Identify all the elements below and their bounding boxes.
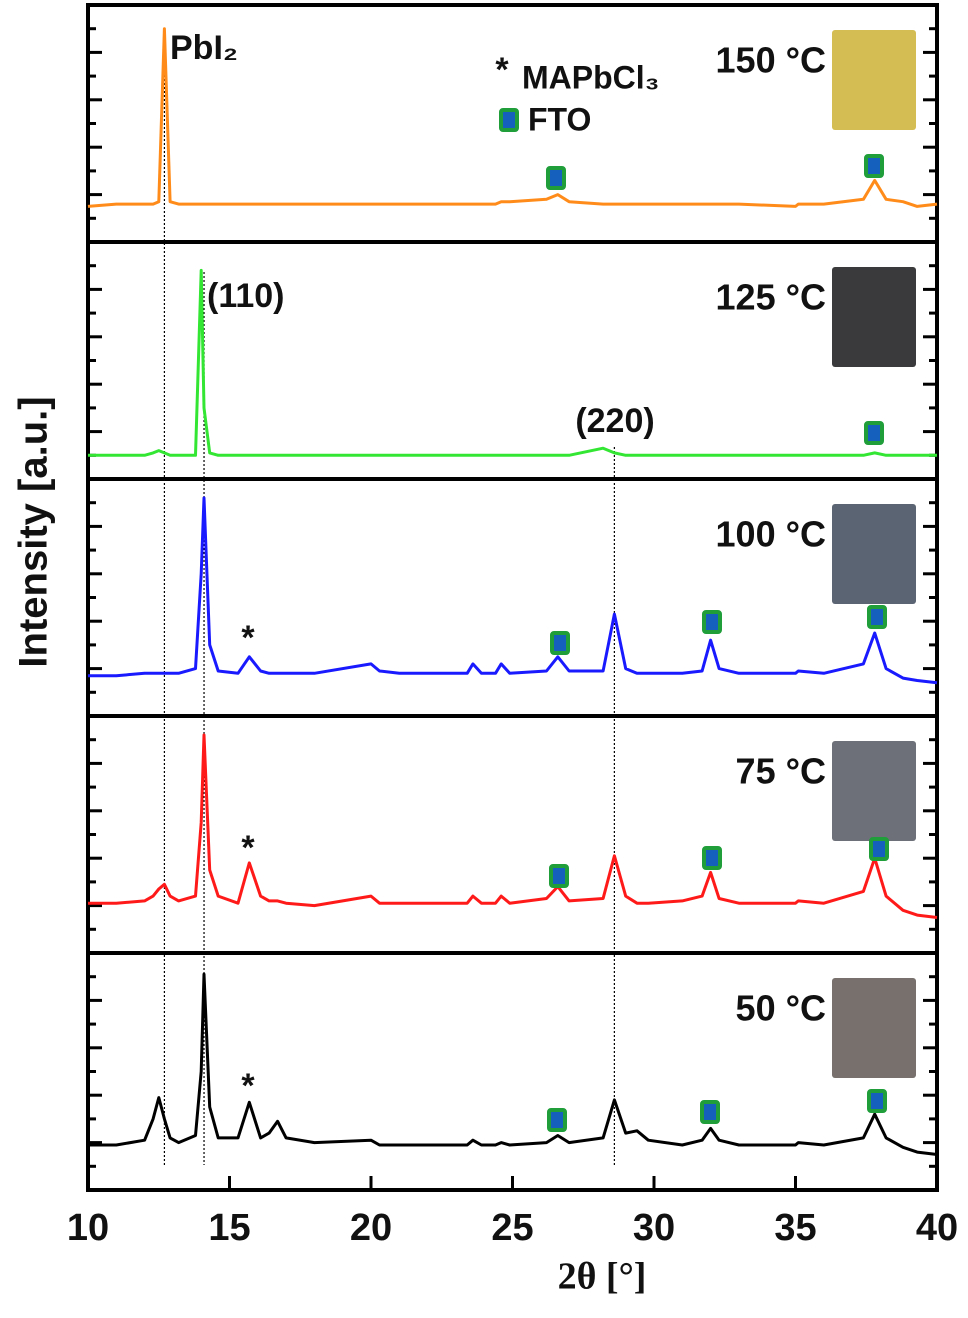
xrd-line bbox=[88, 733, 938, 919]
peak-annotation: PbI₂ bbox=[170, 29, 238, 67]
fto-marker bbox=[547, 1108, 567, 1132]
xrd-line bbox=[88, 268, 937, 457]
sample-photo bbox=[832, 978, 916, 1078]
temperature-label: 75 °C bbox=[736, 751, 826, 792]
x-tick-label: 25 bbox=[491, 1207, 533, 1249]
x-tick-label: 35 bbox=[774, 1207, 816, 1249]
fto-marker bbox=[550, 631, 570, 655]
temperature-label: 100 °C bbox=[716, 514, 826, 555]
fto-marker bbox=[869, 837, 889, 861]
peak-annotation: (220) bbox=[575, 402, 654, 440]
temperature-label: 50 °C bbox=[736, 988, 826, 1029]
y-axis-label: Intensity [a.u.] bbox=[12, 396, 56, 667]
legend-label: FTO bbox=[528, 101, 591, 137]
x-tick-label: 30 bbox=[633, 1207, 675, 1249]
fto-marker bbox=[700, 1100, 720, 1124]
fto-marker bbox=[867, 1089, 887, 1113]
fto-marker bbox=[549, 864, 569, 888]
sample-photo bbox=[832, 741, 916, 841]
x-tick-label: 40 bbox=[916, 1207, 958, 1249]
sample-photo bbox=[832, 30, 916, 130]
fto-marker bbox=[864, 421, 884, 445]
x-tick-label: 20 bbox=[350, 1207, 392, 1249]
peak-annotation: (110) bbox=[207, 277, 285, 315]
sample-photo bbox=[832, 504, 916, 604]
fto-marker bbox=[702, 846, 722, 870]
asterisk: * bbox=[241, 619, 255, 657]
xrd-line bbox=[87, 27, 938, 208]
sample-photo bbox=[832, 267, 916, 367]
asterisk: * bbox=[241, 1067, 255, 1105]
legend-label: MAPbCl₃ bbox=[522, 59, 659, 95]
fto-marker bbox=[702, 610, 722, 634]
x-tick-label: 10 bbox=[67, 1207, 109, 1249]
temperature-label: 150 °C bbox=[716, 40, 826, 81]
x-axis-label: 2θ [°] bbox=[558, 1256, 647, 1298]
fto-marker bbox=[499, 108, 519, 132]
asterisk: * bbox=[241, 829, 255, 867]
fto-marker bbox=[546, 166, 566, 190]
x-tick-label: 15 bbox=[208, 1207, 250, 1249]
fto-marker bbox=[867, 605, 887, 629]
xrd-line bbox=[88, 496, 938, 685]
legend-symbol: * bbox=[495, 51, 509, 89]
fto-marker bbox=[864, 154, 884, 178]
xrd-line bbox=[88, 972, 938, 1156]
temperature-label: 125 °C bbox=[716, 277, 826, 318]
